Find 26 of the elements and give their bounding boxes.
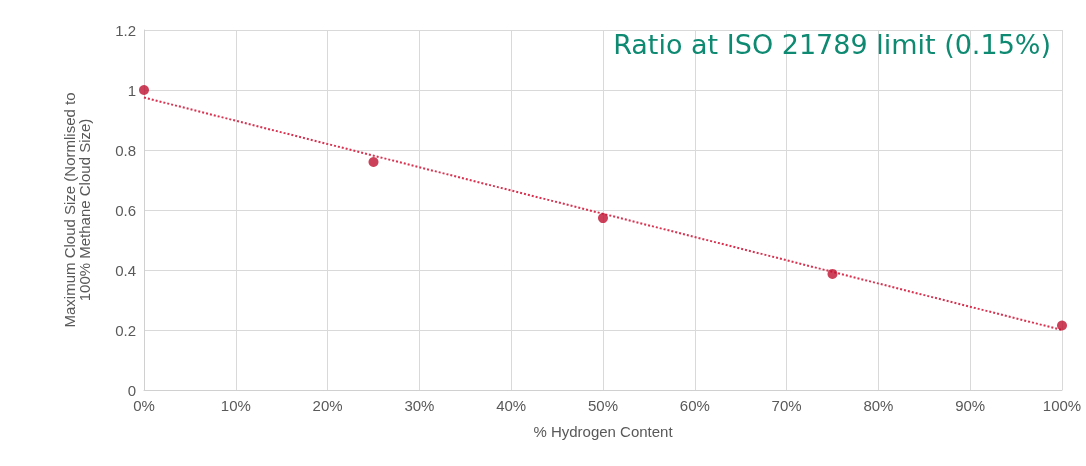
x-tick-label: 10% xyxy=(220,397,251,414)
x-tick-label: 70% xyxy=(771,397,802,414)
y-axis-title: Maximum Cloud Size (Normlised to 100% Methane Cloud Size) xyxy=(61,92,93,328)
point xyxy=(827,268,838,279)
chart-title: Ratio at ISO 21789 limit (0.15%) xyxy=(613,29,1051,60)
x-axis-title: % Hydrogen Content xyxy=(533,423,674,440)
y-tick-label: 0.2 xyxy=(115,321,136,339)
y-tick-label: 0 xyxy=(127,381,136,399)
x-tick-label: 80% xyxy=(863,397,894,414)
point xyxy=(1057,320,1067,331)
x-tick-label: 30% xyxy=(404,397,435,414)
point xyxy=(598,213,608,224)
x-tick-label: 0% xyxy=(133,397,155,414)
x-tick-label: 50% xyxy=(587,397,619,414)
x-tick-label: 90% xyxy=(955,397,986,414)
point xyxy=(368,157,379,167)
x-tick-label: 20% xyxy=(312,397,343,414)
y-tick-label: 0.6 xyxy=(115,201,136,219)
x-tick-label: 100% xyxy=(1042,397,1082,414)
point xyxy=(139,85,149,95)
y-tick-label: 0.8 xyxy=(115,141,136,159)
y-tick-label: 0.4 xyxy=(115,261,136,279)
y-tick-label: 1 xyxy=(127,81,136,99)
y-tick-label: 1.2 xyxy=(115,21,136,39)
x-tick-label: 40% xyxy=(496,397,527,414)
x-tick-label: 60% xyxy=(679,397,710,414)
